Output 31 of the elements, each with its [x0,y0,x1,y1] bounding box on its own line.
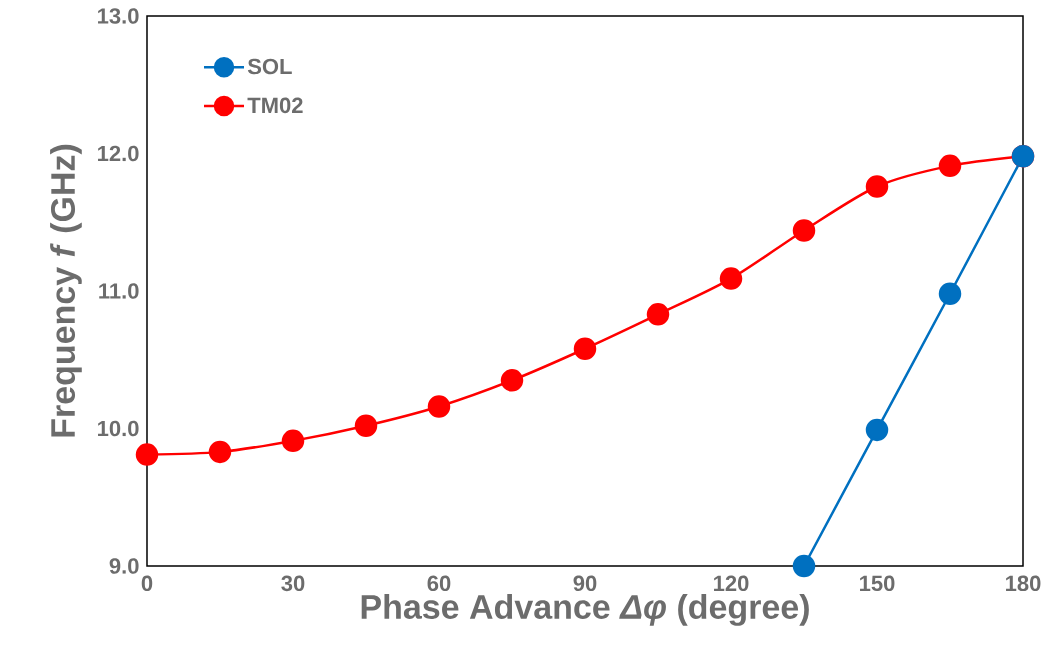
point [646,303,670,326]
x-tick-label: 150 [860,575,895,592]
point [865,418,889,442]
point [792,219,816,242]
x-tick-label: 90 [573,575,597,592]
point [865,175,889,198]
point [938,154,962,178]
point [208,440,232,464]
point [500,369,524,392]
y-tick-label: 12.0 [98,145,139,162]
x-tick-label: 120 [714,575,749,592]
x-axis-title: Phase Advance Δφ (degree) [361,594,809,626]
point [354,414,378,437]
point [281,429,305,453]
y-tick-label: 11.0 [99,283,139,299]
point [719,267,743,290]
y-tick-label: 10.0 [98,420,139,437]
x-tick-label: 60 [427,575,451,592]
point [135,443,159,466]
point [427,395,451,418]
legend-label: SOL [247,58,292,75]
legend-label: TM02 [247,97,303,114]
point [792,554,816,578]
y-tick-label: 13.0 [98,8,139,24]
point [938,282,962,305]
point [573,337,597,360]
y-tick-label: 9.0 [109,558,139,574]
x-tick-label: 180 [1006,575,1041,592]
x-tick-label: 0 [141,575,153,592]
y-axis-title: Frequency f (GHz) [50,144,82,437]
x-tick-label: 30 [281,575,305,592]
